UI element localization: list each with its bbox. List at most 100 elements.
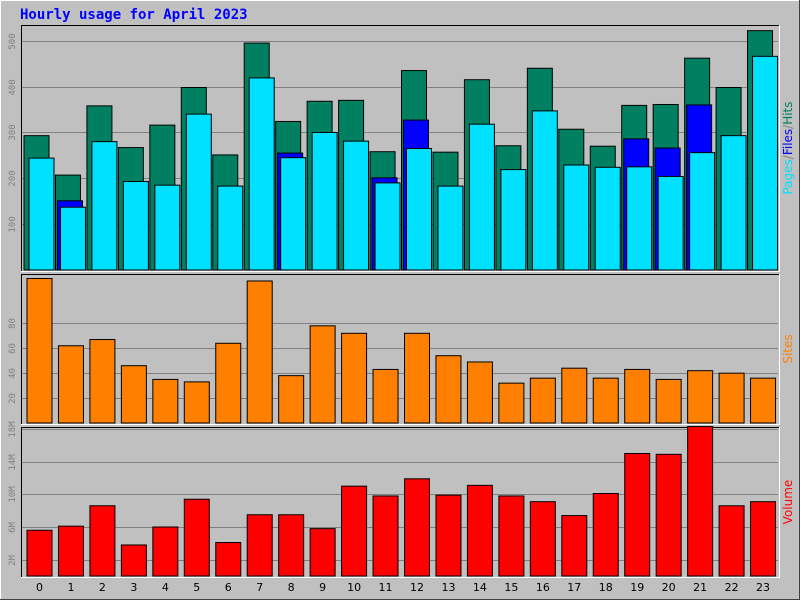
pages-bar (280, 157, 307, 271)
volume-bar (718, 505, 745, 577)
volume-bar (152, 526, 179, 577)
pages-bar (59, 206, 86, 271)
sites-bar (215, 342, 242, 424)
chart-title: Hourly usage for April 2023 (20, 7, 248, 23)
pages-bar (343, 140, 370, 271)
pages-bar (185, 113, 212, 271)
sites-bar (26, 277, 53, 424)
panel-volume-ytick-label: 2M (8, 555, 18, 566)
volume-bar (592, 493, 619, 577)
pages-bar (657, 175, 684, 271)
panel-hits-files-pages-ylabel-part: Pages (781, 159, 795, 194)
chart-panels: 100200300400500Pages/Files/Hits20406080S… (8, 25, 795, 594)
volume-bar (120, 544, 147, 577)
panel-sites-ytick-label: 80 (8, 318, 18, 329)
x-tick-label: 17 (567, 581, 581, 594)
volume-bar (183, 498, 210, 577)
volume-bar (750, 501, 777, 577)
pages-bar (752, 55, 779, 271)
sites-bar (404, 332, 430, 424)
panel-volume-ytick-label: 6M (8, 522, 18, 533)
volume-bar (309, 528, 336, 577)
x-tick-label: 19 (630, 581, 644, 594)
volume-bar (466, 484, 493, 577)
pages-bar (468, 123, 495, 271)
sites-bar (466, 361, 493, 424)
pages-bar (374, 182, 401, 271)
x-tick-label: 23 (756, 581, 770, 594)
x-tick-label: 5 (193, 581, 200, 594)
sites-bar (435, 355, 462, 424)
panel-sites-ylabel: Sites (781, 334, 795, 363)
x-tick-label: 15 (504, 581, 518, 594)
pages-bar (563, 164, 590, 271)
x-tick-label: 2 (99, 581, 106, 594)
panel-sites-ytick-label: 20 (8, 393, 18, 404)
sites-bar (246, 280, 273, 424)
volume-bar (26, 529, 53, 577)
sites-bar (529, 377, 556, 424)
pages-bar (437, 185, 464, 271)
pages-bar (500, 169, 527, 271)
sites-bar (624, 368, 651, 424)
panel-hits-files-pages-ylabel-part: / (781, 124, 795, 129)
x-tick-label: 1 (67, 581, 74, 594)
volume-bar (215, 542, 242, 577)
volume-bar (89, 505, 116, 577)
sites-bar (561, 367, 588, 424)
sites-bar (372, 368, 399, 424)
x-tick-label: 12 (410, 581, 424, 594)
x-tick-label: 6 (225, 581, 232, 594)
pages-bar (122, 181, 149, 271)
x-tick-label: 18 (599, 581, 613, 594)
panel-hits-files-pages-ylabel-part: Hits (781, 101, 795, 124)
pages-bar (311, 131, 338, 271)
x-tick-label: 4 (162, 581, 169, 594)
pages-bar (594, 166, 621, 271)
x-tick-label: 9 (319, 581, 326, 594)
x-tick-label: 0 (36, 581, 43, 594)
x-tick-label: 16 (536, 581, 550, 594)
pages-bar (28, 157, 55, 271)
x-tick-label: 21 (693, 581, 707, 594)
volume-bar (624, 453, 651, 577)
pages-bar (720, 135, 747, 271)
sites-bar (278, 375, 305, 424)
pages-bar (248, 77, 275, 271)
volume-bar (278, 514, 305, 577)
pages-bar (531, 110, 558, 271)
panel-hits-files-pages-ytick-label: 400 (8, 79, 18, 95)
volume-bar (372, 495, 399, 577)
x-tick-label: 14 (473, 581, 487, 594)
volume-bar (341, 485, 368, 577)
pages-bar (689, 152, 716, 271)
x-tick-label: 3 (130, 581, 137, 594)
x-tick-label: 22 (725, 581, 739, 594)
panel-volume-ytick-label: 18M (8, 421, 18, 438)
sites-bar (718, 372, 745, 424)
sites-bar (341, 332, 368, 424)
panel-volume-ytick-label: 10M (8, 486, 18, 503)
volume-bar (529, 501, 556, 577)
panel-hits-files-pages-ylabel-part: / (781, 154, 795, 159)
sites-bar (57, 345, 84, 424)
sites-bar (89, 339, 116, 424)
x-tick-label: 13 (441, 581, 455, 594)
x-tick-label: 10 (347, 581, 361, 594)
pages-bar (406, 148, 432, 271)
sites-bar (309, 325, 336, 424)
volume-bar (655, 453, 682, 577)
sites-bar (152, 378, 179, 424)
pages-bar (154, 184, 181, 271)
volume-bar (687, 426, 714, 577)
panel-hits-files-pages-ylabel-part: Files (781, 129, 795, 155)
sites-bar (498, 382, 525, 424)
volume-bar (57, 525, 84, 577)
sites-bar (120, 365, 147, 424)
x-tick-label: 20 (662, 581, 676, 594)
sites-bar (183, 381, 210, 424)
volume-bar (561, 515, 588, 577)
sites-bar (750, 377, 777, 424)
panel-volume-ylabel: Volume (781, 480, 795, 525)
